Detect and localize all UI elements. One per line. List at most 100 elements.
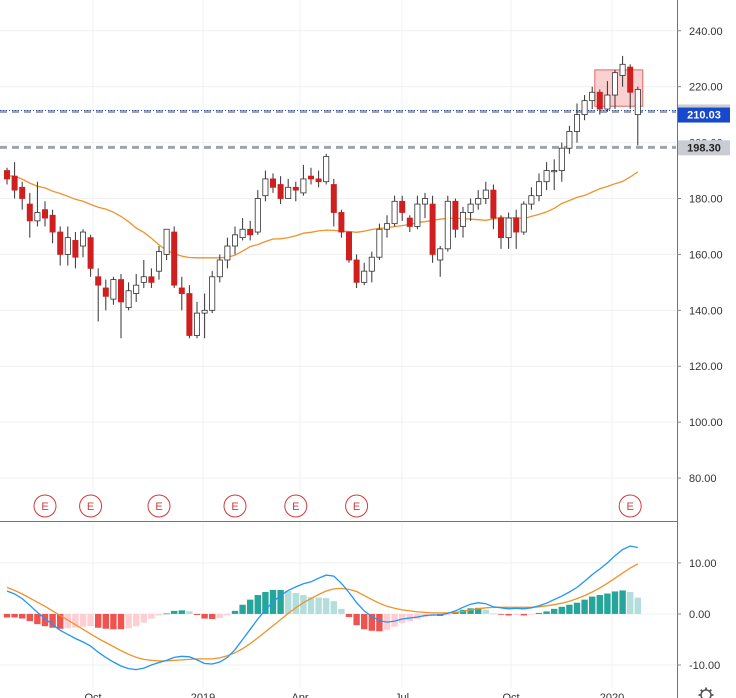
y-tick-label: 140.00 — [689, 305, 723, 317]
earnings-marker-icon — [33, 494, 57, 518]
candle — [163, 228, 170, 260]
candle — [292, 181, 299, 202]
x-tick-label: 2019 — [191, 692, 215, 698]
candle-body — [239, 228, 246, 239]
macd-histogram-bar — [315, 597, 322, 614]
candle — [604, 81, 611, 112]
macd-histogram-bar — [391, 613, 398, 627]
candle-body — [95, 276, 102, 286]
macd-histogram-bar — [497, 613, 505, 615]
earnings-marker-icon — [284, 494, 308, 518]
candle-body — [528, 195, 535, 205]
earnings-marker-icon — [147, 494, 171, 518]
candle — [80, 229, 87, 258]
candle — [300, 164, 307, 196]
y-tick-label: 240.00 — [689, 26, 723, 38]
y-tick-label: 120.00 — [689, 361, 723, 373]
candle — [26, 192, 33, 238]
macd-histogram-bar — [627, 591, 634, 614]
candle-body — [566, 130, 573, 149]
macd-histogram-bar — [528, 613, 535, 615]
price-axis: 240.00220.00200.00180.00160.00140.00120.… — [677, 26, 723, 672]
candle — [262, 170, 269, 202]
candle-body — [376, 228, 383, 258]
candle — [186, 285, 193, 339]
candle — [627, 64, 634, 110]
candle-body — [193, 312, 200, 336]
candle-body — [64, 237, 71, 255]
candle — [11, 162, 18, 199]
current-price-tag-label: 210.03 — [687, 110, 721, 122]
macd-histogram-bar — [209, 613, 216, 620]
macd-histogram-bar — [505, 613, 512, 616]
candle-body — [247, 228, 254, 236]
macd-histogram-bar — [277, 589, 284, 614]
macd-histogram-bar — [193, 613, 201, 615]
macd-histogram-bar — [513, 613, 520, 615]
gear-icon[interactable] — [698, 687, 714, 698]
candle-body — [277, 184, 284, 199]
candle-body — [133, 284, 140, 294]
macd-histogram-bar — [216, 613, 223, 619]
candle-body — [475, 198, 482, 205]
candle-body — [520, 203, 527, 233]
macd-histogram-bar — [345, 613, 353, 618]
candle-body — [399, 200, 406, 213]
macd-histogram-bar — [117, 613, 125, 630]
candle-body — [505, 217, 512, 239]
macd-histogram-bar — [102, 613, 109, 629]
macd-y-tick-label: -10.00 — [689, 660, 720, 672]
candle — [361, 262, 368, 286]
candle-body — [163, 228, 170, 255]
candle — [475, 190, 482, 210]
macd-histogram-bar — [178, 610, 185, 614]
macd-histogram-bar — [551, 608, 558, 614]
macd-histogram-bar — [353, 613, 360, 626]
x-tick-label: Oct — [502, 692, 519, 698]
candle-body — [323, 156, 330, 183]
candle — [102, 279, 109, 311]
candle-body — [596, 91, 603, 110]
candle — [178, 276, 185, 311]
candle — [118, 273, 125, 339]
candle — [543, 162, 550, 191]
macd-histogram-bar — [604, 593, 611, 614]
gear-icon-tooth — [700, 689, 704, 693]
macd-histogram-bar — [338, 608, 345, 614]
earnings-marker-icon — [345, 494, 369, 518]
candle — [368, 251, 375, 283]
candle — [315, 170, 322, 188]
macd-histogram-bar — [520, 613, 527, 616]
y-tick-label: 80.00 — [689, 473, 717, 485]
candle-body — [4, 170, 10, 180]
candle — [269, 173, 276, 193]
candle — [224, 237, 231, 269]
macd-histogram-bar — [87, 613, 94, 627]
macd-histogram-bar — [361, 613, 368, 630]
candle — [520, 201, 527, 235]
macd-histogram-bar — [300, 595, 307, 614]
macd-histogram-bar — [490, 613, 497, 615]
candle — [376, 223, 383, 260]
candle-body — [300, 178, 307, 194]
macd-pane — [3, 545, 641, 671]
earnings-marker-label: E — [353, 501, 360, 513]
candle-body — [414, 203, 421, 227]
macd-histogram-bar — [611, 591, 619, 614]
candle — [421, 192, 428, 219]
candle — [201, 293, 208, 339]
candle-body — [338, 212, 345, 233]
candle — [383, 215, 390, 238]
y-tick-label: 220.00 — [689, 82, 723, 94]
macd-histogram-bar — [155, 613, 163, 616]
gear-icon-tooth — [708, 689, 712, 693]
candle-body — [497, 217, 504, 239]
macd-histogram-bar — [163, 613, 170, 615]
candle-body — [201, 309, 208, 314]
candle — [323, 153, 330, 185]
macd-histogram-bar — [41, 613, 49, 627]
candle-body — [42, 209, 49, 219]
earnings-marker-label: E — [292, 501, 299, 513]
candle-body — [589, 91, 596, 102]
